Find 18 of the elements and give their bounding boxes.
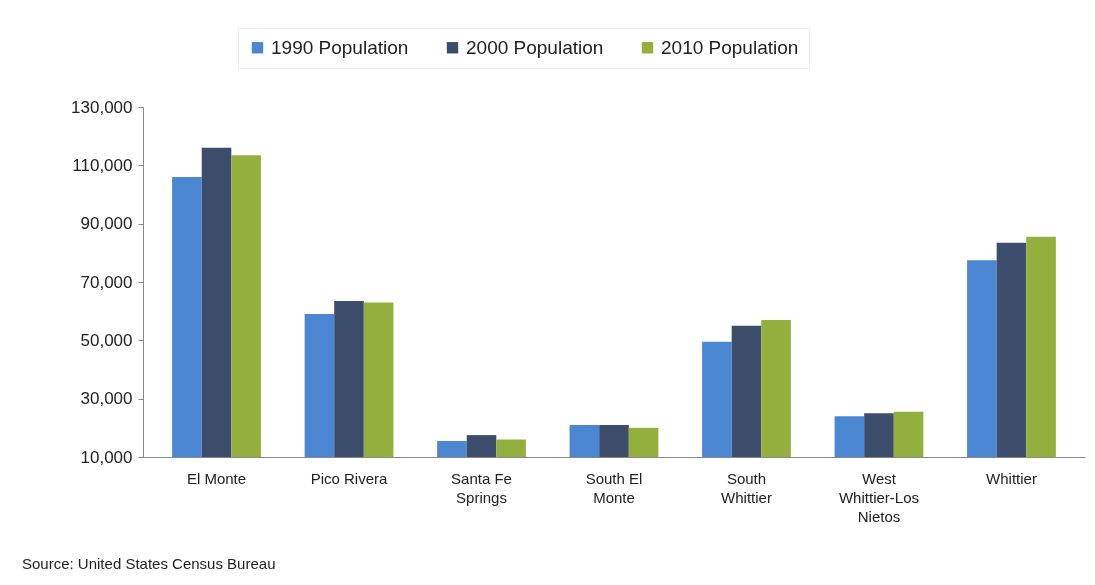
- y-tick-label: 70,000: [80, 272, 133, 292]
- legend-label: 2000 Population: [466, 36, 604, 58]
- x-tick-label: South El Monte: [585, 469, 643, 506]
- source-note: Source: United States Census Bureau: [22, 555, 276, 572]
- y-tick-label: 50,000: [80, 330, 133, 350]
- legend-label: 1990 Population: [271, 36, 409, 58]
- x-tick-label: Pico Rivera: [310, 469, 389, 487]
- x-tick-label: West Whittier-Los Nietos: [838, 469, 919, 525]
- legend-label: 2010 Population: [661, 36, 799, 58]
- y-tick-label: 130,000: [71, 97, 133, 117]
- x-tick-label: South Whittier: [721, 469, 772, 506]
- y-tick-label: 90,000: [80, 214, 133, 234]
- y-tick-label: 10,000: [80, 447, 133, 467]
- x-tick-label: Santa Fe Springs: [451, 469, 512, 506]
- x-tick-label: Whittier: [986, 469, 1037, 487]
- y-tick-label: 30,000: [80, 389, 133, 409]
- x-tick-label: El Monte: [186, 469, 247, 487]
- y-tick-label: 110,000: [72, 155, 133, 175]
